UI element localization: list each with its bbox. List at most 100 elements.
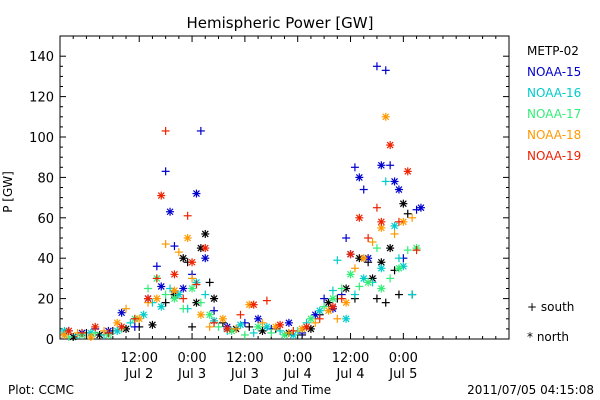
data-point — [359, 254, 368, 263]
data-point — [377, 264, 386, 273]
data-point — [174, 248, 183, 257]
data-point — [328, 294, 337, 303]
chart-title: Hemispheric Power [GW] — [187, 14, 374, 32]
timestamp: 2011/07/05 04:15:08 — [467, 383, 594, 397]
data-point — [328, 302, 337, 311]
data-point — [386, 141, 395, 150]
y-tick-label: 100 — [29, 131, 54, 146]
data-point — [403, 209, 412, 218]
x-tick-time-label: 12:00 — [226, 351, 263, 366]
data-point — [192, 189, 201, 198]
x-tick-date-label: Jul 5 — [388, 367, 417, 382]
data-point — [315, 314, 324, 323]
marker-legend-entry: * north — [527, 330, 569, 344]
y-tick-label: 60 — [37, 212, 54, 227]
data-point — [205, 278, 214, 287]
data-point — [350, 290, 359, 299]
data-point — [254, 322, 263, 331]
data-point — [390, 221, 399, 230]
data-point — [386, 161, 395, 170]
data-point — [342, 234, 351, 242]
data-point — [188, 258, 197, 267]
data-point — [201, 244, 210, 253]
data-point — [403, 167, 412, 176]
legend-entry: NOAA-19 — [527, 149, 581, 163]
data-point — [386, 244, 395, 253]
data-point — [161, 167, 170, 176]
data-point — [188, 274, 197, 283]
data-point — [214, 322, 223, 331]
data-point — [236, 320, 245, 329]
y-tick-label: 80 — [37, 171, 54, 186]
data-point — [364, 234, 373, 242]
data-point — [245, 322, 254, 331]
data-point — [284, 328, 293, 337]
marker-legend-entry: + south — [527, 300, 574, 314]
data-point — [100, 326, 109, 335]
data-point — [188, 284, 197, 293]
x-axis-label: Date and Time — [243, 383, 331, 397]
y-tick-label: 0 — [46, 333, 54, 348]
data-point — [205, 310, 214, 319]
data-point — [196, 126, 205, 135]
data-point — [166, 207, 175, 216]
data-point — [394, 185, 403, 194]
y-axis-ticks: 0 20 40 60 80 100 120 140 — [29, 50, 509, 348]
data-point — [210, 318, 219, 327]
data-point — [399, 199, 408, 208]
data-point — [179, 254, 188, 263]
data-point — [394, 254, 403, 263]
data-point — [161, 240, 170, 249]
data-point — [276, 320, 285, 329]
data-point — [196, 298, 205, 307]
data-point — [386, 274, 395, 283]
data-point — [359, 274, 368, 283]
data-point — [394, 217, 403, 226]
data-point — [179, 304, 188, 313]
data-point — [306, 314, 315, 323]
data-point — [249, 300, 258, 309]
data-point — [381, 66, 390, 75]
marker-legend: + south * north — [527, 300, 574, 344]
data-point — [359, 185, 368, 194]
data-point — [311, 318, 320, 327]
data-point — [113, 326, 122, 335]
data-point — [368, 238, 377, 247]
data-point — [302, 322, 311, 331]
data-point — [408, 290, 417, 299]
y-tick-label: 120 — [29, 91, 54, 106]
y-tick-label: 40 — [37, 252, 54, 267]
data-point — [262, 322, 271, 331]
data-point — [144, 294, 153, 303]
data-point — [236, 310, 245, 319]
data-point — [188, 322, 197, 331]
data-point — [377, 161, 386, 170]
data-point — [232, 324, 241, 333]
data-point — [280, 330, 289, 339]
data-point — [201, 254, 210, 263]
data-point — [210, 306, 219, 315]
data-point — [152, 294, 161, 303]
data-point — [130, 314, 139, 323]
data-point — [130, 322, 139, 331]
y-tick-label: 20 — [37, 293, 54, 308]
data-point — [372, 203, 381, 212]
data-point — [201, 290, 210, 299]
data-point — [179, 294, 188, 303]
data-point — [408, 213, 417, 222]
data-point — [372, 244, 381, 253]
data-point — [126, 318, 135, 327]
data-point — [350, 264, 359, 273]
plot-area-frame — [59, 35, 510, 340]
data-point — [249, 328, 258, 337]
x-tick-date-label: Jul 2 — [124, 367, 153, 382]
series-legend: METP-02 NOAA-15 NOAA-16 NOAA-17 NOAA-18 NOAA-… — [527, 44, 581, 163]
data-point — [372, 294, 381, 303]
data-point — [183, 211, 192, 220]
data-point — [394, 290, 403, 299]
data-point — [258, 318, 267, 327]
data-point — [148, 320, 157, 329]
data-point — [399, 217, 408, 226]
data-point — [333, 314, 342, 323]
